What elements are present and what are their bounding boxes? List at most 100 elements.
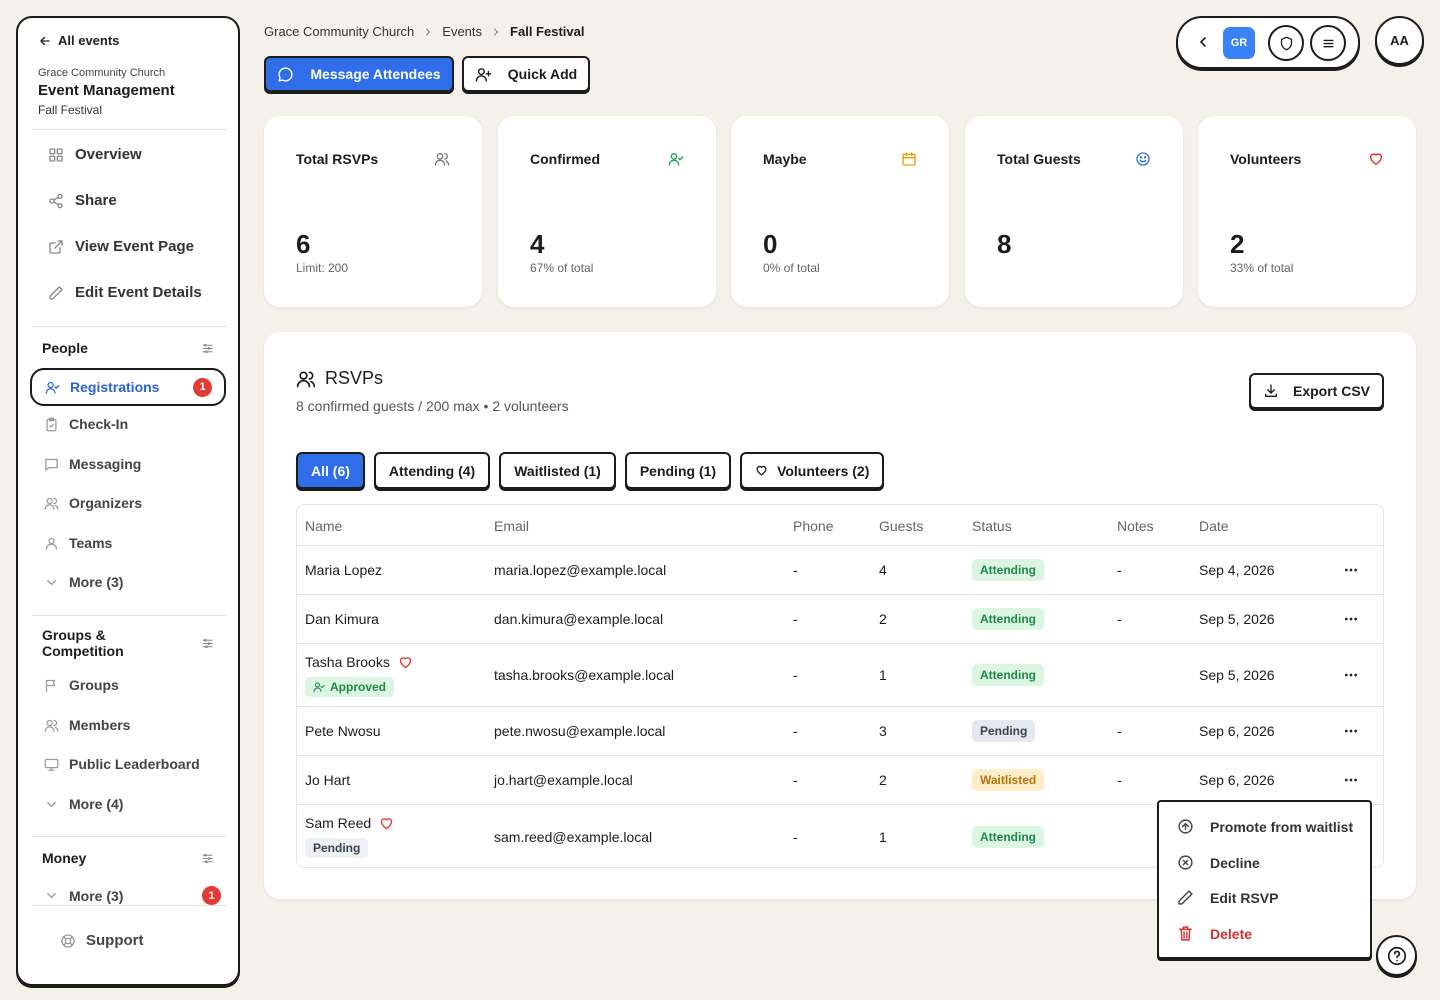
nav-view-event-page[interactable]: View Event Page [48, 238, 194, 255]
filter-pending[interactable]: Pending (1) [624, 452, 732, 489]
col-notes[interactable]: Notes [1117, 518, 1154, 534]
col-guests[interactable]: Guests [879, 518, 924, 534]
heart-icon [756, 465, 767, 476]
cell-email: jo.hart@example.local [494, 772, 633, 788]
menu-decline[interactable]: Decline [1177, 854, 1260, 871]
sidebar-item-organizers[interactable]: Organizers [44, 495, 214, 511]
menu-item-label: Edit RSVP [1210, 889, 1279, 906]
menu-item-label: Decline [1210, 854, 1260, 871]
section-people-header[interactable]: People [42, 340, 214, 356]
cell-notes: - [1117, 562, 1122, 578]
sidebar-item-check-in[interactable]: Check-In [44, 416, 214, 432]
filter-volunteers[interactable]: Volunteers (2) [740, 452, 885, 489]
table-row[interactable]: Dan Kimura dan.kimura@example.local - 2 … [297, 595, 1383, 644]
more-horizontal-icon[interactable] [1343, 772, 1359, 788]
user-check-icon [668, 153, 684, 166]
col-email[interactable]: Email [494, 518, 530, 534]
sidebar-item-groups-more[interactable]: More (4) [44, 796, 214, 812]
arrow-up-circle-icon [1178, 819, 1193, 834]
smile-icon [1136, 152, 1150, 166]
breadcrumb: Grace Community Church Events Fall Festi… [264, 24, 584, 39]
table-row[interactable]: Pete Nwosu pete.nwosu@example.local - 3 … [297, 707, 1383, 756]
trash-icon [1179, 926, 1192, 941]
menu-promote-from-waitlist[interactable]: Promote from waitlist [1177, 818, 1353, 835]
back-to-events-link[interactable]: All events [38, 33, 119, 48]
nav-overview[interactable]: Overview [48, 146, 142, 163]
more-horizontal-icon[interactable] [1343, 723, 1359, 739]
user-avatar[interactable]: AA [1375, 16, 1424, 65]
user-icon [45, 537, 58, 550]
stat-card-maybe: Maybe 0 0% of total [731, 116, 949, 307]
divider [32, 326, 226, 327]
cell-notes: - [1117, 772, 1122, 788]
sidebar-item-groups[interactable]: Groups [44, 677, 214, 693]
stat-card-total-guests: Total Guests 8 [965, 116, 1183, 307]
stat-label: Total Guests [997, 151, 1081, 167]
section-money-header[interactable]: Money [42, 850, 214, 866]
sidebar-item-registrations[interactable]: Registrations 1 [30, 368, 226, 406]
sliders-icon[interactable] [201, 637, 214, 650]
export-csv-button[interactable]: Export CSV [1249, 373, 1384, 409]
sidebar-item-label: More (3) [69, 574, 124, 590]
cell-email: tasha.brooks@example.local [494, 667, 674, 683]
col-name[interactable]: Name [305, 518, 343, 534]
table-row[interactable]: Jo Hart jo.hart@example.local - 2 Waitli… [297, 756, 1383, 805]
menu-delete[interactable]: Delete [1177, 925, 1252, 942]
table-row[interactable]: Maria Lopez maria.lopez@example.local - … [297, 546, 1383, 595]
filter-waitlisted[interactable]: Waitlisted (1) [499, 452, 616, 489]
users-icon [44, 497, 59, 510]
section-title: People [42, 340, 88, 356]
filter-attending[interactable]: Attending (4) [373, 452, 491, 489]
filter-tabs: All (6) Attending (4) Waitlisted (1) Pen… [296, 452, 885, 489]
cell-phone: - [793, 562, 798, 578]
support-link[interactable]: Support [60, 932, 144, 949]
filter-all[interactable]: All (6) [296, 452, 365, 489]
rsvp-table: Name Email Phone Guests Status Notes Dat… [296, 504, 1384, 868]
nav-edit-event-details[interactable]: Edit Event Details [48, 284, 202, 301]
sidebar-item-money-more[interactable]: More (3) 1 [44, 886, 221, 905]
col-phone[interactable]: Phone [793, 518, 834, 534]
more-horizontal-icon[interactable] [1343, 611, 1359, 627]
nav-label: Share [75, 192, 117, 209]
menu-edit-rsvp[interactable]: Edit RSVP [1177, 889, 1278, 906]
arrow-left-icon [40, 36, 50, 45]
users-icon [296, 371, 316, 387]
sidebar-item-teams[interactable]: Teams [44, 535, 214, 551]
nav-share[interactable]: Share [48, 192, 117, 209]
breadcrumb-events[interactable]: Events [442, 24, 483, 39]
table-header: Name Email Phone Guests Status Notes Dat… [297, 505, 1383, 546]
table-row[interactable]: Sam Reed Pending sam.reed@example.local … [297, 805, 1383, 867]
table-row[interactable]: Tasha Brooks Approved tasha.brooks@examp… [297, 644, 1383, 707]
divider [32, 905, 226, 906]
org-switcher-chip[interactable]: GR [1223, 27, 1255, 59]
nav-label: View Event Page [75, 238, 194, 255]
sliders-icon[interactable] [201, 852, 214, 865]
more-horizontal-icon[interactable] [1343, 667, 1359, 683]
message-attendees-button[interactable]: Message Attendees [264, 56, 454, 92]
breadcrumb-org[interactable]: Grace Community Church [264, 24, 415, 39]
sidebar-item-messaging[interactable]: Messaging [44, 456, 214, 472]
button-label: Message Attendees [310, 66, 441, 82]
stat-sub: 67% of total [530, 261, 594, 275]
chevron-left-icon[interactable] [1195, 34, 1211, 50]
sidebar-item-members[interactable]: Members [44, 717, 214, 733]
app-title: Event Management [38, 82, 175, 99]
name-text: Sam Reed [305, 815, 372, 831]
cell-email: dan.kimura@example.local [494, 611, 664, 627]
col-date[interactable]: Date [1199, 518, 1229, 534]
sliders-icon[interactable] [201, 342, 214, 355]
help-button[interactable] [1376, 935, 1417, 976]
sidebar-item-public-leaderboard[interactable]: Public Leaderboard [44, 756, 214, 772]
more-horizontal-icon[interactable] [1343, 562, 1359, 578]
grid-icon [49, 147, 63, 162]
cell-phone: - [793, 723, 798, 739]
section-groups-header[interactable]: Groups & Competition [42, 627, 214, 659]
col-status[interactable]: Status [972, 518, 1012, 534]
sidebar-item-people-more[interactable]: More (3) [44, 574, 214, 590]
stat-sub: 33% of total [1230, 261, 1294, 275]
cell-date: Sep 6, 2026 [1199, 723, 1275, 739]
quick-add-button[interactable]: Quick Add [462, 56, 590, 92]
menu-button[interactable] [1310, 25, 1346, 61]
shield-button[interactable] [1268, 25, 1304, 61]
rsvps-panel: RSVPs 8 confirmed guests / 200 max • 2 v… [264, 332, 1416, 899]
